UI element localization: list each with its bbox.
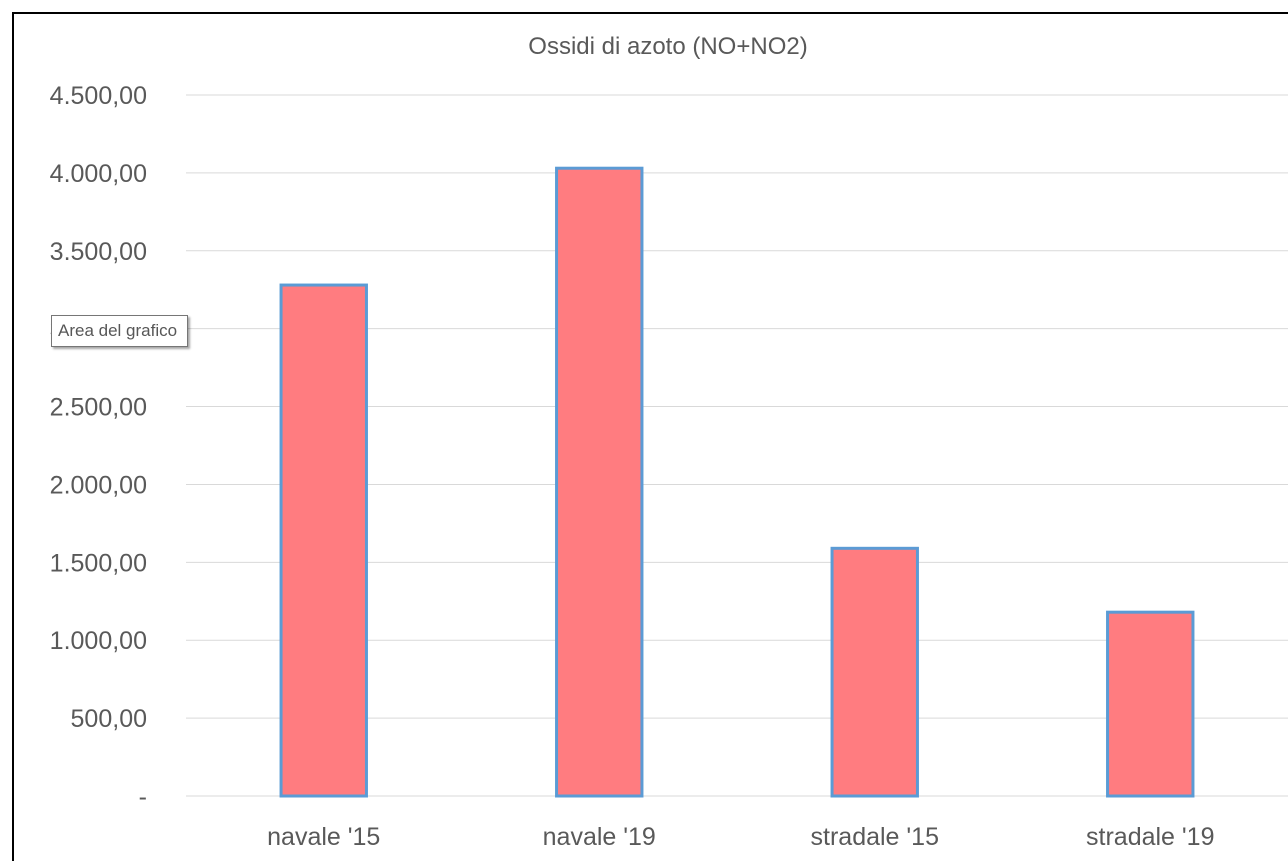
bars xyxy=(279,166,1195,798)
chart-area-tooltip: Area del grafico xyxy=(51,315,189,347)
x-category-label: navale '15 xyxy=(267,823,380,851)
chart-area[interactable] xyxy=(12,12,1288,861)
x-category-label: stradale '15 xyxy=(811,823,939,851)
bar[interactable] xyxy=(279,283,368,798)
y-axis-tick-labels: - 500,00 1.000,00 1.500,00 2.000,00 2.500,00 3… xyxy=(50,82,147,811)
x-category-label: stradale '19 xyxy=(1086,823,1214,851)
bar[interactable] xyxy=(555,166,644,798)
y-tick-label: 4.000,00 xyxy=(50,160,147,188)
y-tick-label: 500,00 xyxy=(71,705,147,733)
bar[interactable] xyxy=(1106,610,1195,798)
gridlines xyxy=(186,94,1288,797)
y-tick-label: 4.500,00 xyxy=(50,82,147,110)
y-tick-label: - xyxy=(139,783,147,811)
y-tick-label: 1.500,00 xyxy=(50,549,147,577)
chart-title: Ossidi di azoto (NO+NO2) xyxy=(528,33,807,60)
x-category-label: navale '19 xyxy=(543,823,656,851)
x-axis-category-labels: navale '15 navale '19 stradale '15 stradale… xyxy=(267,823,1214,851)
y-tick-label: 2.000,00 xyxy=(50,471,147,499)
y-tick-label: 1.000,00 xyxy=(50,627,147,655)
bar[interactable] xyxy=(830,546,919,798)
y-tick-label: 3.500,00 xyxy=(50,238,147,266)
y-tick-label: 2.500,00 xyxy=(50,394,147,422)
